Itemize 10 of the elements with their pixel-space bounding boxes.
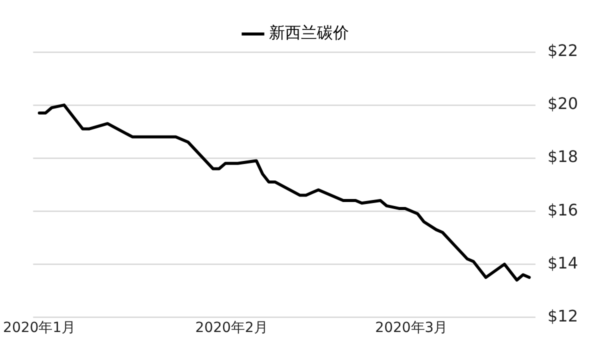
y-tick-label: $18	[547, 147, 578, 166]
x-tick-label: 2020年3月	[375, 320, 448, 336]
y-tick-label: $16	[547, 200, 578, 220]
x-tick-label: 2020年1月	[3, 320, 76, 336]
y-tick-label: $22	[547, 41, 578, 60]
y-tick-label: $12	[547, 306, 578, 326]
y-tick-label: $14	[547, 253, 578, 272]
x-tick-label: 2020年2月	[195, 320, 268, 336]
y-tick-label: $20	[547, 94, 578, 114]
legend-label: 新西兰碳价	[269, 23, 349, 42]
